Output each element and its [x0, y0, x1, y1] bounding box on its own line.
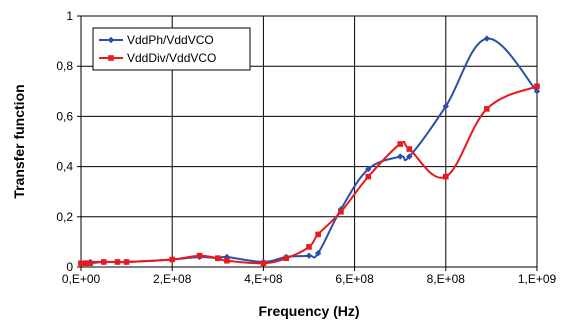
series-1	[78, 83, 540, 267]
data-point	[260, 260, 267, 267]
y-tick-label: 0,6	[56, 109, 73, 123]
legend-item: VddDiv/VddVCO	[99, 51, 216, 65]
y-tick-label: 0,2	[56, 210, 73, 224]
data-point	[305, 252, 313, 259]
data-point	[442, 103, 449, 110]
data-point	[283, 255, 289, 262]
x-axis-title: Frequency (Hz)	[258, 303, 359, 319]
data-point	[338, 208, 344, 215]
data-point	[114, 259, 121, 265]
series-line	[80, 37, 538, 265]
data-point	[315, 231, 321, 238]
x-tick-label: 1,E+09	[518, 272, 557, 286]
y-tick-label: 0,8	[56, 59, 73, 73]
x-tick-label: 0,E+00	[62, 272, 101, 286]
data-point	[533, 88, 541, 95]
legend-label: VddPh/VddVCO	[127, 33, 214, 47]
data-point	[224, 257, 230, 264]
data-point	[169, 256, 175, 263]
data-point	[406, 146, 413, 152]
y-tick-label: 0	[66, 260, 73, 274]
data-point	[534, 83, 540, 90]
x-tick-label: 6,E+08	[335, 272, 374, 286]
data-point	[406, 153, 413, 160]
legend-marker	[108, 55, 114, 61]
legend-label: VddDiv/VddVCO	[127, 51, 216, 65]
data-point	[365, 173, 372, 180]
plot-frame	[80, 15, 538, 268]
data-point	[484, 106, 490, 112]
data-point	[306, 244, 312, 250]
legend: VddPh/VddVCO VddDiv/VddVCO	[92, 27, 251, 71]
data-point	[123, 259, 130, 265]
y-tick-label: 1	[66, 9, 73, 23]
y-axis-title: Transfer function	[11, 84, 27, 198]
data-point	[82, 260, 89, 267]
data-point	[101, 259, 107, 265]
series-line	[81, 85, 538, 265]
legend-box	[92, 27, 251, 71]
legend-marker	[107, 36, 115, 44]
legend-item: VddPh/VddVCO	[99, 33, 214, 47]
data-point	[215, 255, 221, 262]
data-point	[397, 141, 403, 147]
data-point	[483, 35, 491, 42]
ticks-layer: 0,E+00 2,E+08 4,E+08 6,E+08 8,E+08 1,E+09 0 0,2…	[56, 9, 556, 286]
x-tick-label: 2,E+08	[153, 272, 192, 286]
x-tick-label: 8,E+08	[427, 272, 466, 286]
data-point	[78, 260, 84, 267]
x-tick-label: 4,E+08	[244, 272, 283, 286]
data-point	[314, 249, 322, 257]
data-point	[397, 153, 404, 160]
series-layer	[77, 35, 541, 267]
data-point	[365, 165, 372, 173]
data-point	[87, 260, 93, 267]
data-point	[196, 252, 203, 259]
y-tick-label: 0,4	[56, 160, 73, 174]
data-point	[443, 173, 449, 180]
